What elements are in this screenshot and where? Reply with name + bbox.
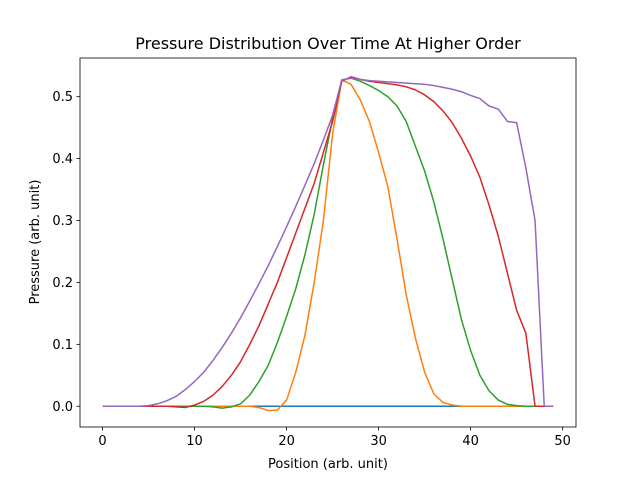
y-tick-label: 0.2: [52, 276, 73, 291]
series-line-5: [102, 77, 554, 408]
y-tick-label: 0.4: [52, 152, 73, 167]
y-axis-label: Pressure (arb. unit): [28, 180, 43, 305]
x-tick-label: 50: [554, 434, 571, 449]
y-axis-ticks: 0.0 0.1 0.2 0.3 0.4 0.5: [52, 90, 80, 415]
series-layer: [102, 76, 554, 412]
x-tick-label: 20: [278, 434, 295, 449]
y-tick-label: 0.5: [52, 90, 73, 105]
plot-frame: [79, 57, 577, 428]
x-tick-label: 30: [370, 434, 387, 449]
x-tick-label: 0: [98, 434, 106, 449]
x-axis-label: Position (arb. unit): [268, 457, 388, 472]
y-tick-label: 0.3: [52, 214, 73, 229]
x-tick-label: 40: [462, 434, 479, 449]
x-axis-ticks: 0 10 20 30 40 50: [98, 427, 571, 449]
y-tick-label: 0.1: [52, 338, 73, 353]
series-line-4: [102, 76, 554, 409]
y-tick-label: 0.0: [52, 400, 73, 415]
x-tick-label: 10: [186, 434, 203, 449]
chart-title: Pressure Distribution Over Time At Highe…: [135, 34, 521, 53]
